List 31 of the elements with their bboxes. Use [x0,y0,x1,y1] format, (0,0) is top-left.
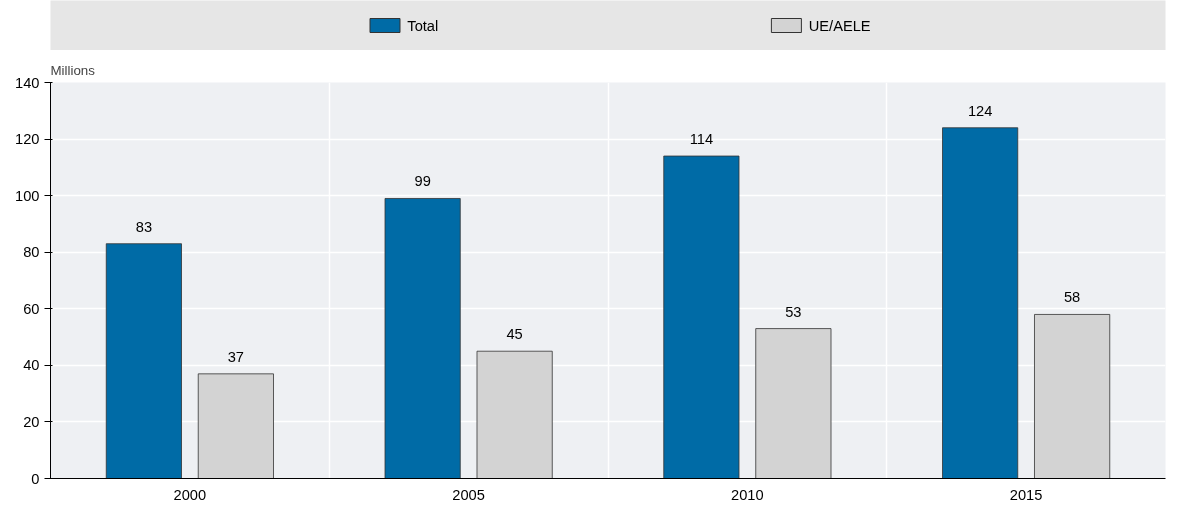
y-axis-title: Millions [50,62,96,78]
x-tick-label: 2010 [731,486,764,503]
y-tick-label: 0 [31,470,40,487]
data-label: 99 [414,173,431,190]
data-label: 53 [785,303,802,320]
y-tick-label: 100 [15,187,40,204]
data-label: 83 [135,218,153,235]
y-tick-label: 20 [23,413,40,430]
bar [942,127,1019,479]
y-tick-label: 80 [23,244,40,261]
y-tick-label: 120 [15,131,40,148]
data-label: 124 [967,102,993,119]
data-label: 45 [506,326,523,343]
bar [476,350,553,479]
bar [663,155,740,479]
data-label: 58 [1063,289,1081,306]
data-label: 37 [227,348,245,365]
bar [197,373,274,479]
y-tick-label: 40 [23,357,40,374]
x-tick-label: 2005 [452,486,485,503]
data-label: 114 [689,131,714,148]
legend-label: Total [407,17,439,34]
bar [1034,314,1111,479]
bar [105,243,182,479]
legend-label: UE/AELE [808,17,871,34]
x-tick-label: 2000 [173,486,207,503]
bar [755,328,832,479]
y-tick-label: 140 [15,74,40,91]
y-tick-label: 60 [23,300,40,317]
x-tick-label: 2015 [1009,486,1043,503]
bar [384,198,461,479]
